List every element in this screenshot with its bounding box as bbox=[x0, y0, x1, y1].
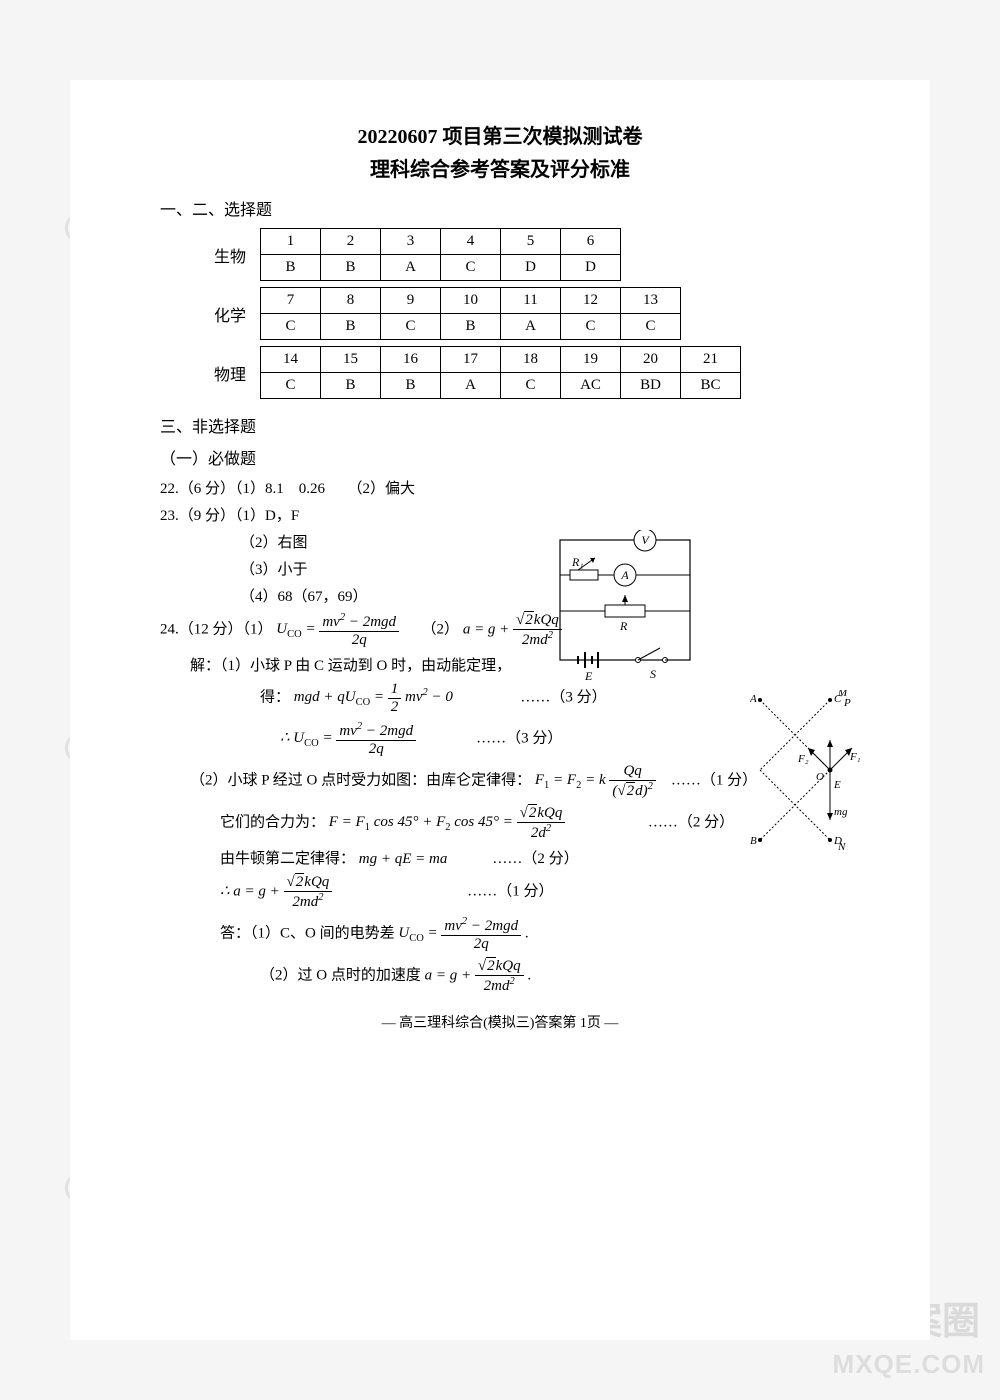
svg-text:E: E bbox=[833, 779, 841, 791]
cell: C bbox=[261, 314, 321, 340]
cell: C bbox=[561, 314, 621, 340]
svg-text:P: P bbox=[843, 697, 851, 709]
cell: D bbox=[501, 255, 561, 281]
cell: C bbox=[621, 314, 681, 340]
cell: C bbox=[441, 255, 501, 281]
cell: A bbox=[501, 314, 561, 340]
cell: 4 bbox=[441, 229, 501, 255]
phys-label: 物理 bbox=[200, 361, 260, 385]
cell: 13 bbox=[621, 288, 681, 314]
q24-answer2: （2）过 O 点时的加速度 a = g + 2kQq2md2 . bbox=[130, 958, 870, 994]
svg-text:A: A bbox=[750, 693, 757, 705]
cell: C bbox=[501, 373, 561, 399]
cell: 2 bbox=[321, 229, 381, 255]
exam-answer-page: 20220607 项目第三次模拟测试卷 理科综合参考答案及评分标准 一、二、选择… bbox=[70, 80, 930, 1340]
cell: AC bbox=[561, 373, 621, 399]
cell: 10 bbox=[441, 288, 501, 314]
q23-3: （3）小于 bbox=[130, 558, 870, 579]
q24-sol1: 解：（1）小球 P 由 C 运动到 O 时，由动能定理， bbox=[130, 654, 870, 675]
svg-text:F₁: F₁ bbox=[849, 751, 860, 763]
svg-text:mg: mg bbox=[834, 806, 848, 818]
bio-table: 1 2 3 4 5 6 B B A C D D bbox=[260, 228, 621, 281]
q23-2: （2）右图 bbox=[130, 531, 870, 552]
cell: 7 bbox=[261, 288, 321, 314]
cell: B bbox=[321, 314, 381, 340]
cell: 6 bbox=[561, 229, 621, 255]
cell: 11 bbox=[501, 288, 561, 314]
page-title-1: 20220607 项目第三次模拟测试卷 bbox=[130, 120, 870, 149]
section-free-heading: 三、非选择题 bbox=[130, 413, 870, 437]
circuit-diagram: V A R₁ R E S bbox=[550, 530, 720, 680]
cell: 5 bbox=[501, 229, 561, 255]
page-footer: — 高三理科综合(模拟三)答案第 1页 — bbox=[130, 1012, 870, 1032]
subsection-heading: （一）必做题 bbox=[130, 445, 870, 469]
bio-row: 生物 1 2 3 4 5 6 B B A C D D bbox=[200, 228, 870, 281]
q24-answer1: 答：（1）C、O 间的电势差 UCO = mv2 − 2mgd2q . bbox=[130, 916, 870, 952]
cell: A bbox=[381, 255, 441, 281]
cell: A bbox=[441, 373, 501, 399]
cell: B bbox=[441, 314, 501, 340]
chem-table: 7 8 9 10 11 12 13 C B C B A C C bbox=[260, 287, 681, 340]
cell: 16 bbox=[381, 347, 441, 373]
page-title-2: 理科综合参考答案及评分标准 bbox=[130, 153, 870, 182]
section-mc-heading: 一、二、选择题 bbox=[130, 196, 870, 220]
svg-text:A: A bbox=[620, 568, 629, 582]
svg-text:S: S bbox=[650, 667, 656, 680]
cell: 21 bbox=[681, 347, 741, 373]
cell: 3 bbox=[381, 229, 441, 255]
cell: 19 bbox=[561, 347, 621, 373]
chem-row: 化学 7 8 9 10 11 12 13 C B C B A C C bbox=[200, 287, 870, 340]
cell: B bbox=[261, 255, 321, 281]
cell: C bbox=[381, 314, 441, 340]
chem-label: 化学 bbox=[200, 302, 260, 326]
cell: 20 bbox=[621, 347, 681, 373]
svg-text:R: R bbox=[619, 619, 628, 633]
svg-text:N: N bbox=[837, 841, 846, 850]
cell: BC bbox=[681, 373, 741, 399]
cell: D bbox=[561, 255, 621, 281]
phys-table: 14 15 16 17 18 19 20 21 C B B A C AC BD … bbox=[260, 346, 741, 399]
cell: C bbox=[261, 373, 321, 399]
q24-newton: 由牛顿第二定律得： mg + qE = ma ……（2 分） bbox=[130, 847, 870, 868]
cell: BD bbox=[621, 373, 681, 399]
bio-label: 生物 bbox=[200, 243, 260, 267]
svg-text:O: O bbox=[816, 771, 824, 783]
phys-row: 物理 14 15 16 17 18 19 20 21 C B B A C AC … bbox=[200, 346, 870, 399]
cell: 15 bbox=[321, 347, 381, 373]
cell: 12 bbox=[561, 288, 621, 314]
cell: 14 bbox=[261, 347, 321, 373]
cell: 17 bbox=[441, 347, 501, 373]
cell: 9 bbox=[381, 288, 441, 314]
cell: 8 bbox=[321, 288, 381, 314]
force-diagram: A C B D M P N O F₁ F₂ E mg bbox=[750, 690, 860, 850]
q23-1: 23.（9 分）（1）D，F bbox=[130, 504, 870, 525]
svg-text:B: B bbox=[750, 835, 757, 847]
q24-final-a: ∴ a = g + 2kQq2md2 ……（1 分） bbox=[130, 874, 870, 910]
q22: 22.（6 分）（1）8.1 0.26 （2）偏大 bbox=[130, 477, 870, 498]
cell: B bbox=[321, 373, 381, 399]
cell: 1 bbox=[261, 229, 321, 255]
q24-head: 24.（12 分）（1） UCO = mv2 − 2mgd2q （2） a = … bbox=[130, 612, 870, 648]
q23-4: （4）68（67，69） bbox=[130, 585, 870, 606]
cell: B bbox=[321, 255, 381, 281]
cell: B bbox=[381, 373, 441, 399]
corner-watermark: MXQE.COM bbox=[833, 1349, 985, 1380]
svg-text:F₂: F₂ bbox=[797, 753, 809, 765]
cell: 18 bbox=[501, 347, 561, 373]
svg-text:E: E bbox=[584, 669, 593, 680]
